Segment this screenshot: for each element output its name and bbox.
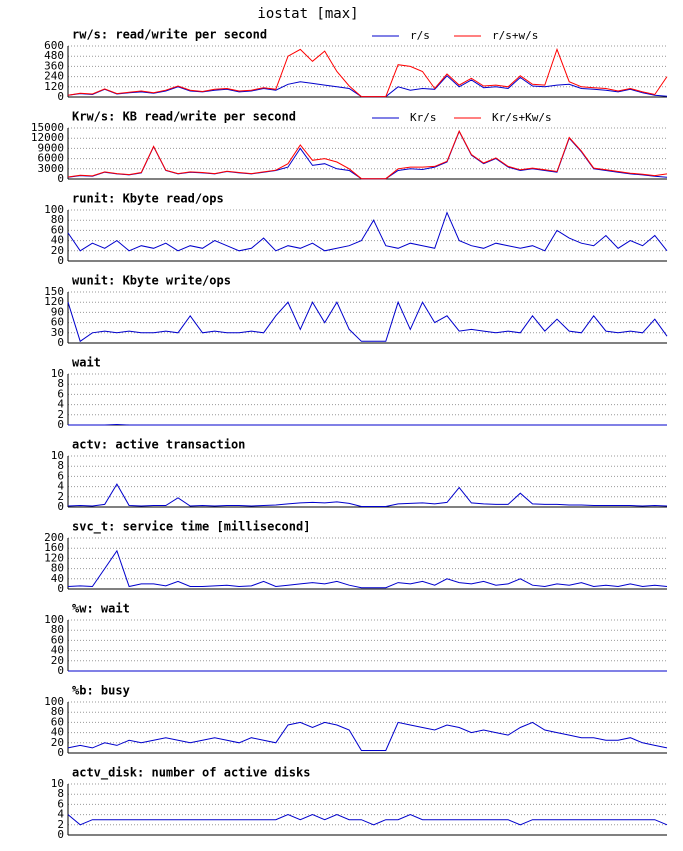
y-tick-label: 80 xyxy=(51,562,64,575)
y-tick-label: 9000 xyxy=(38,141,65,154)
series-line xyxy=(68,423,667,426)
series-line xyxy=(67,47,668,98)
y-tick-label: 2 xyxy=(57,490,64,503)
y-tick-label: 360 xyxy=(44,59,64,72)
panel-title: actv_disk: number of active disks xyxy=(72,766,310,781)
y-tick-label: 60 xyxy=(51,715,64,728)
y-tick-label: 0 xyxy=(57,582,64,595)
panel-title: runit: Kbyte read/ops xyxy=(72,192,224,206)
y-tick-label: 0 xyxy=(57,90,64,103)
y-tick-label: 8 xyxy=(57,459,64,472)
y-tick-label: 40 xyxy=(51,644,64,657)
legend-label: r/s xyxy=(410,29,430,42)
y-tick-label: 120 xyxy=(44,551,64,564)
y-tick-label: 15000 xyxy=(31,121,64,134)
y-tick-label: 6 xyxy=(57,387,64,400)
panel-title: svc_t: service time [millisecond] xyxy=(72,520,310,535)
panel-title: %b: busy xyxy=(72,684,130,698)
y-tick-label: 80 xyxy=(51,213,64,226)
y-tick-label: 20 xyxy=(51,654,64,667)
y-tick-label: 20 xyxy=(51,244,64,257)
y-tick-label: 6 xyxy=(57,469,64,482)
y-tick-label: 480 xyxy=(44,49,64,62)
panel-title: Krw/s: KB read/write per second xyxy=(72,110,296,124)
y-tick-label: 10 xyxy=(51,367,64,380)
y-tick-label: 4 xyxy=(57,480,64,493)
y-tick-label: 2 xyxy=(57,818,64,831)
legend-label: Kr/s+Kw/s xyxy=(492,111,552,124)
y-tick-label: 0 xyxy=(57,746,64,759)
series-line xyxy=(67,814,668,826)
panel-title: wait xyxy=(72,356,101,370)
series-line xyxy=(67,549,668,589)
page-title: iostat [max] xyxy=(257,6,358,22)
y-tick-label: 40 xyxy=(51,726,64,739)
y-tick-label: 0 xyxy=(57,254,64,267)
panel-title: actv: active transaction xyxy=(72,438,245,452)
y-tick-label: 60 xyxy=(51,316,64,329)
y-tick-label: 6 xyxy=(57,797,64,810)
y-tick-label: 3000 xyxy=(38,162,65,175)
y-tick-label: 0 xyxy=(57,828,64,841)
panel-title: %w: wait xyxy=(72,602,130,616)
legend-label: r/s+w/s xyxy=(492,29,538,42)
y-tick-label: 120 xyxy=(44,295,64,308)
y-tick-label: 30 xyxy=(51,326,64,339)
series-line xyxy=(67,211,668,252)
y-tick-label: 20 xyxy=(51,736,64,749)
series-line xyxy=(67,129,668,180)
y-tick-label: 10 xyxy=(51,777,64,790)
y-tick-label: 6000 xyxy=(38,152,65,165)
y-tick-label: 120 xyxy=(44,80,64,93)
y-tick-label: 80 xyxy=(51,623,64,636)
panel-title: wunit: Kbyte write/ops xyxy=(72,274,231,288)
series-line xyxy=(67,483,668,507)
y-tick-label: 8 xyxy=(57,377,64,390)
y-tick-label: 150 xyxy=(44,285,64,298)
y-tick-label: 60 xyxy=(51,223,64,236)
y-tick-label: 240 xyxy=(44,70,64,83)
y-tick-label: 100 xyxy=(44,613,64,626)
y-tick-label: 0 xyxy=(57,336,64,349)
y-tick-label: 600 xyxy=(44,39,64,52)
y-tick-label: 0 xyxy=(57,172,64,185)
y-tick-label: 90 xyxy=(51,305,64,318)
y-tick-label: 40 xyxy=(51,572,64,585)
y-tick-label: 80 xyxy=(51,705,64,718)
y-tick-label: 100 xyxy=(44,695,64,708)
y-tick-label: 0 xyxy=(57,500,64,513)
y-tick-label: 0 xyxy=(57,418,64,431)
y-tick-label: 4 xyxy=(57,398,64,411)
y-tick-label: 12000 xyxy=(31,131,64,144)
y-tick-label: 200 xyxy=(44,531,64,544)
panel-title: rw/s: read/write per second xyxy=(72,28,267,42)
y-tick-label: 60 xyxy=(51,633,64,646)
y-tick-label: 4 xyxy=(57,808,64,821)
series-line xyxy=(67,721,668,751)
legend-label: Kr/s xyxy=(410,111,437,124)
series-line xyxy=(67,300,668,343)
y-tick-label: 10 xyxy=(51,449,64,462)
y-tick-label: 100 xyxy=(44,203,64,216)
y-tick-label: 8 xyxy=(57,787,64,800)
y-tick-label: 160 xyxy=(44,541,64,554)
y-tick-label: 40 xyxy=(51,234,64,247)
y-tick-label: 0 xyxy=(57,664,64,677)
y-tick-label: 2 xyxy=(57,408,64,421)
